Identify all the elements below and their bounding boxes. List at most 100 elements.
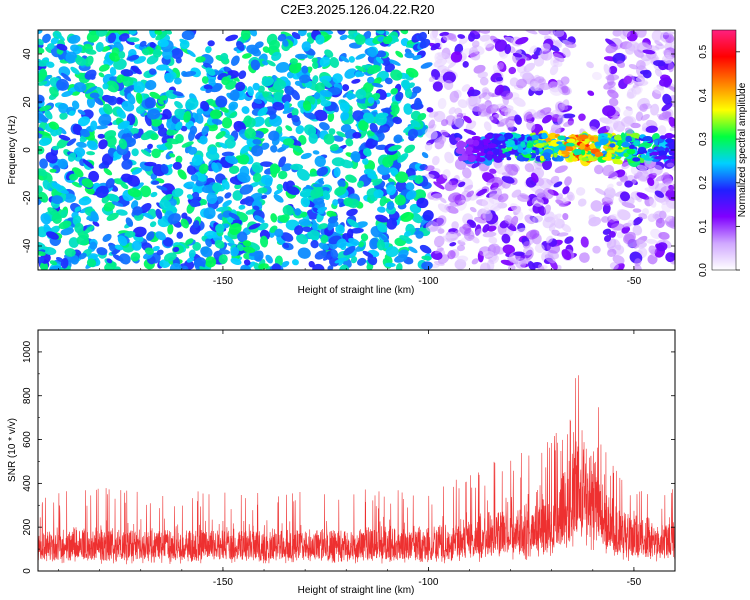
heatmap-cell (607, 89, 619, 99)
heatmap-band-cell (484, 134, 493, 140)
heatmap-cell (285, 125, 293, 132)
heatmap-cell (169, 153, 176, 158)
heatmap-cell (418, 31, 428, 41)
heatmap-cell (273, 194, 284, 203)
heatmap-cell (602, 164, 614, 177)
heatmap-cell (166, 138, 180, 145)
heatmap-cell (636, 192, 650, 200)
heatmap-cell (478, 30, 491, 34)
heatmap-cell (238, 129, 246, 135)
heatmap-cell (487, 92, 495, 98)
heatmap-cell (375, 113, 387, 126)
heatmap-cell (312, 263, 325, 270)
heatmap-cell (428, 76, 436, 83)
heatmap-cell (462, 167, 472, 179)
heatmap-cell (408, 246, 418, 254)
heatmap-cell (206, 192, 218, 205)
heatmap-cell (343, 197, 353, 207)
heatmap-cell (38, 137, 52, 146)
heatmap-cell (115, 209, 128, 216)
heatmap-cell (299, 188, 314, 198)
heatmap-cell (279, 214, 290, 223)
heatmap-cell (653, 60, 666, 67)
heatmap-cell (61, 90, 74, 98)
heatmap-cell (235, 81, 246, 92)
snr-y-tick-label: 1000 (22, 340, 33, 363)
heatmap-cell (188, 249, 196, 258)
heatmap-cell (109, 244, 116, 252)
heatmap-cell (223, 235, 235, 245)
heatmap-cell (524, 214, 536, 225)
heatmap-cell (273, 188, 283, 195)
heatmap-cell (171, 188, 184, 198)
snr-frame (37, 329, 676, 572)
heatmap-cell (209, 109, 222, 120)
heatmap-cell (332, 73, 343, 84)
heatmap-cell (531, 172, 539, 183)
heatmap-x-tick-label: -150 (213, 276, 233, 287)
heatmap-cell (461, 84, 471, 92)
heatmap-cell (70, 44, 79, 52)
heatmap-cell (205, 46, 212, 54)
heatmap-cell (85, 85, 98, 94)
heatmap-cell (375, 56, 384, 64)
heatmap-cell (311, 57, 318, 63)
heatmap-cell (419, 38, 431, 49)
heatmap-cell (258, 263, 269, 270)
heatmap-cell (529, 80, 540, 92)
heatmap-cell (499, 104, 514, 112)
heatmap-cell (105, 178, 115, 189)
heatmap-cell (316, 166, 329, 177)
heatmap-cell (603, 194, 614, 203)
heatmap-cell (482, 250, 495, 258)
heatmap-band-cell (664, 132, 674, 140)
heatmap-cell (348, 238, 360, 246)
heatmap-cell (271, 51, 282, 61)
heatmap-cell (519, 70, 533, 79)
heatmap-cell (147, 143, 153, 150)
heatmap-band-cell (621, 142, 631, 148)
heatmap-cell (516, 58, 526, 67)
heatmap-cell (612, 254, 625, 265)
heatmap-cell (668, 85, 675, 94)
heatmap-cell (319, 122, 330, 131)
heatmap-cell (327, 265, 334, 270)
heatmap-cell (182, 71, 197, 77)
heatmap-cell (415, 230, 424, 239)
heatmap-cell (262, 91, 270, 98)
heatmap-cell (102, 233, 112, 242)
heatmap-cell (125, 40, 135, 46)
heatmap-cell (400, 79, 411, 89)
heatmap-cell (199, 135, 208, 145)
heatmap-cell (326, 210, 337, 218)
heatmap-cell (74, 206, 82, 212)
heatmap-cell (275, 62, 290, 73)
heatmap-cell (303, 111, 317, 120)
heatmap-cell (450, 51, 463, 63)
heatmap-cell (126, 37, 140, 43)
heatmap-cell (323, 133, 335, 145)
heatmap-cell (616, 231, 624, 239)
heatmap-cell (230, 55, 240, 66)
heatmap-cell (266, 60, 276, 67)
heatmap-cell (196, 108, 204, 115)
heatmap-band-cell (599, 138, 609, 145)
heatmap-cell (319, 89, 333, 98)
heatmap-cell (636, 239, 647, 248)
heatmap-cell (126, 174, 141, 187)
heatmap-band-cell (455, 137, 461, 141)
heatmap-cell (375, 144, 388, 151)
heatmap-cell (208, 78, 216, 86)
heatmap-cell (367, 64, 381, 75)
heatmap-cell (625, 43, 636, 55)
heatmap-cell (92, 96, 104, 106)
heatmap-cell (665, 189, 675, 201)
heatmap-cell (68, 152, 77, 162)
heatmap-cell (58, 102, 69, 114)
heatmap-cell (533, 159, 543, 170)
heatmap-cell (377, 206, 386, 213)
heatmap-cell (376, 126, 388, 134)
heatmap-cell (422, 210, 434, 221)
heatmap-cell (261, 77, 274, 87)
heatmap-cell (403, 103, 413, 115)
